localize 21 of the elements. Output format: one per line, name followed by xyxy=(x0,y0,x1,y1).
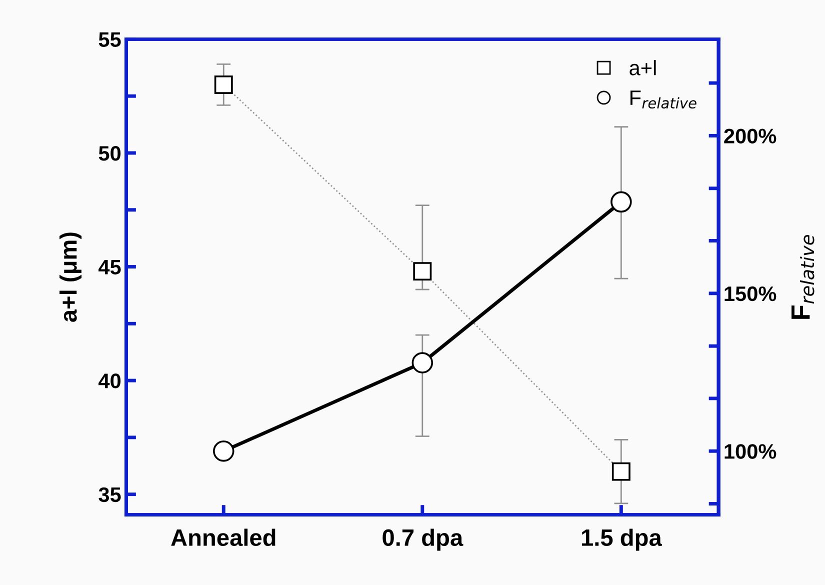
point xyxy=(612,462,630,481)
legend-label: a+l xyxy=(630,60,656,76)
y2-tick-label: 150% xyxy=(724,286,776,302)
x-tick-label: 1.5 dpa xyxy=(582,528,662,551)
point xyxy=(213,440,234,462)
y-tick-label: 35 xyxy=(98,487,121,502)
y-tick-label: 45 xyxy=(98,260,121,275)
y2-tick-label: 200% xyxy=(724,128,776,144)
point xyxy=(412,352,434,374)
point xyxy=(413,262,432,281)
x-tick-label: Annealed xyxy=(171,528,276,546)
y-tick-label: 55 xyxy=(98,32,121,47)
legend-label: F$_{relative}$ xyxy=(630,90,696,109)
y-axis-title: a+l (μm) xyxy=(60,232,82,322)
point xyxy=(214,75,233,94)
y-tick-label: 50 xyxy=(98,146,121,161)
y2-tick-label: 100% xyxy=(724,444,776,459)
x-tick-label: 0.7 dpa xyxy=(382,528,464,551)
y2-axis-title: F$_{relative}$ xyxy=(792,235,814,319)
point xyxy=(610,191,632,213)
y-tick-label: 40 xyxy=(98,374,121,388)
